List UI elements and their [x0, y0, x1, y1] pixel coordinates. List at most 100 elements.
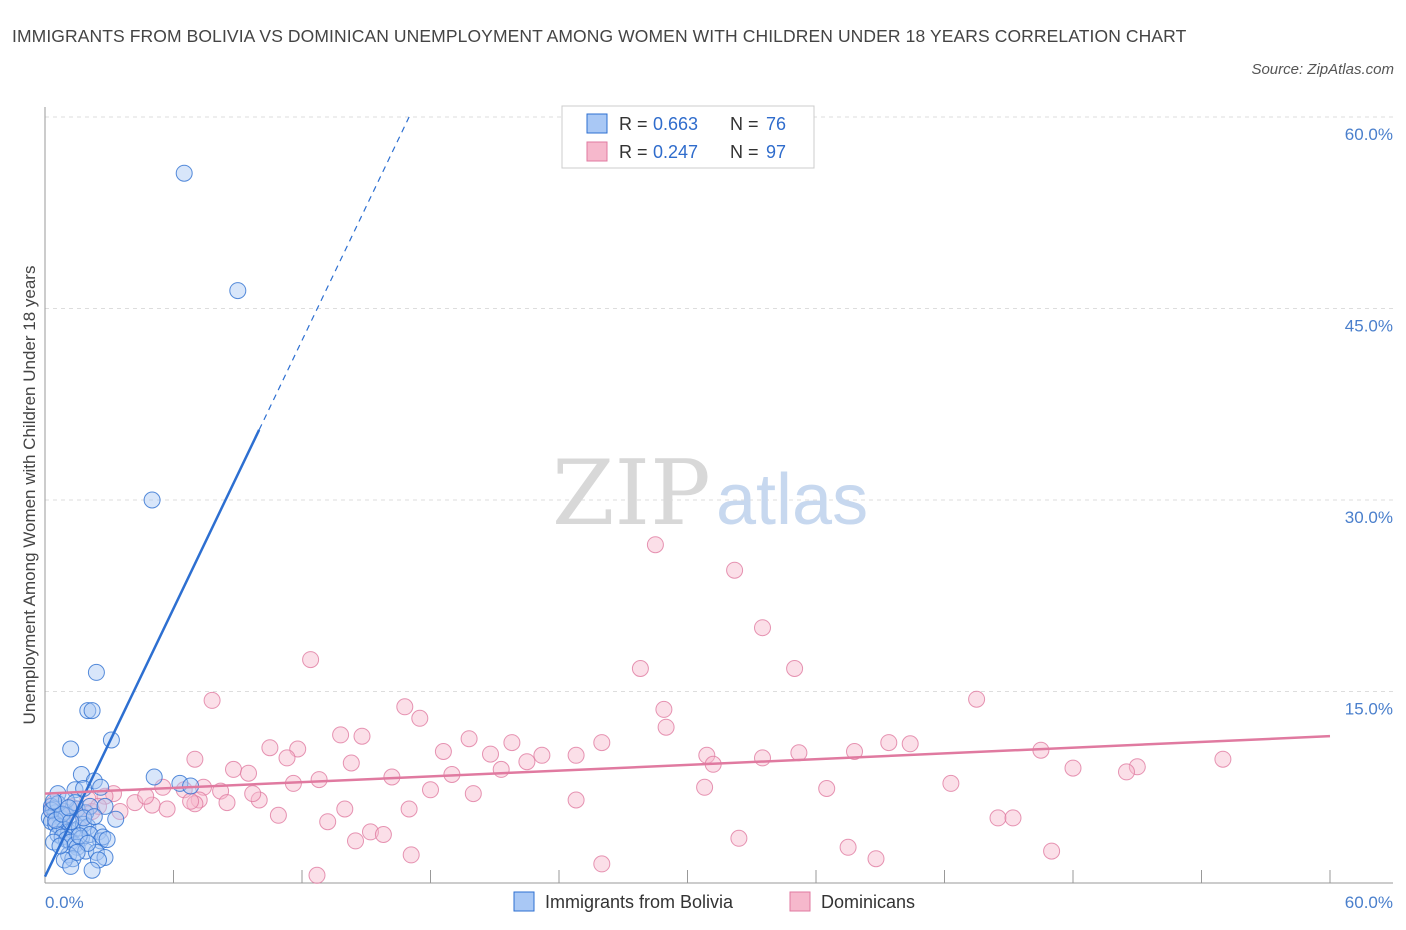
dominican-point: [631, 660, 649, 677]
legend-swatch-bolivia: [586, 113, 608, 134]
bolivia-point: [60, 799, 78, 817]
x-tick-label-min: 0.0%: [45, 893, 84, 912]
dominican-point: [302, 651, 320, 669]
dominican-point: [1214, 750, 1232, 768]
dominican-points: [42, 536, 1232, 884]
dominican-point: [464, 785, 482, 803]
legend-r-label-bolivia: R =: [619, 114, 653, 134]
bolivia-point: [175, 164, 193, 182]
chart-title: IMMIGRANTS FROM BOLIVIA VS DOMINICAN UNE…: [12, 26, 1187, 46]
dominican-point: [158, 800, 176, 818]
y-tick-label: 15.0%: [1345, 700, 1393, 719]
dominican-point: [901, 735, 919, 753]
legend-r-value-dominican: 0.247: [653, 142, 698, 162]
bolivia-point: [79, 702, 97, 720]
legend-r-value-bolivia: 0.663: [653, 114, 698, 134]
dominican-point: [374, 826, 392, 843]
watermark-atlas: atlas: [716, 460, 868, 540]
dominican-point: [786, 660, 804, 677]
axes: [44, 107, 1393, 884]
bottom-legend-swatch-dominican: [789, 891, 811, 912]
dominican-point: [503, 734, 521, 752]
dominican-point: [250, 791, 268, 809]
source-credit: Source: ZipAtlas.com: [1251, 61, 1394, 78]
bolivia-point: [68, 843, 86, 861]
dominican-point: [261, 739, 279, 757]
dominican-point: [240, 764, 257, 782]
bolivia-point: [85, 808, 103, 826]
dominican-point: [567, 746, 585, 764]
dominican-point: [319, 813, 337, 831]
bolivia-trend-line: [43, 429, 261, 878]
bolivia-point: [96, 849, 114, 866]
dominican-point: [646, 536, 664, 554]
dominican-point: [336, 800, 354, 818]
legend-swatch-dominican: [586, 141, 608, 162]
bolivia-point: [107, 810, 125, 828]
dominican-point: [308, 866, 326, 884]
bolivia-point: [92, 778, 110, 796]
correlation-legend: R = 0.663 N = 76 R = 0.247 N = 97: [561, 105, 815, 169]
dominican-point: [989, 809, 1007, 827]
bolivia-point: [145, 768, 163, 786]
dominican-point: [347, 832, 364, 850]
dominican-point: [396, 698, 414, 716]
bolivia-point: [62, 857, 80, 875]
dominican-point: [460, 730, 478, 748]
dominican-point: [790, 744, 808, 762]
dominican-point: [310, 771, 328, 789]
dominican-point: [1118, 763, 1135, 781]
bolivia-point: [47, 811, 65, 829]
bolivia-point: [45, 792, 63, 810]
y-axis-title: Unemployment Among Women with Children U…: [20, 266, 39, 725]
y-tick-label: 30.0%: [1345, 508, 1393, 527]
dominican-point: [655, 700, 673, 718]
dominican-point: [754, 749, 771, 767]
dominican-point: [492, 760, 510, 778]
y-tick-label: 60.0%: [1345, 125, 1393, 144]
dominican-point: [567, 791, 585, 809]
dominican-point: [402, 846, 420, 864]
tick-labels: 15.0% 30.0% 45.0% 60.0% 0.0% 60.0%: [45, 125, 1393, 912]
legend-n-value-dominican: 97: [766, 142, 786, 162]
dominican-point: [696, 778, 714, 796]
dominican-point: [126, 794, 144, 812]
dominican-point: [278, 749, 296, 767]
dominican-point: [353, 727, 371, 745]
dominican-point: [593, 855, 611, 873]
dominican-point: [533, 746, 551, 764]
legend-r-label-dominican: R =: [619, 142, 653, 162]
dominican-point: [754, 619, 771, 637]
bolivia-point: [62, 740, 80, 758]
dominican-point: [730, 829, 748, 847]
dominican-point: [186, 750, 204, 768]
dominican-point: [1043, 842, 1061, 860]
bolivia-point: [75, 809, 93, 827]
dominican-point: [269, 806, 287, 824]
dominican-trend-line: [44, 734, 1331, 795]
bottom-legend-label-dominican: Dominicans: [821, 892, 915, 912]
dominican-point: [434, 743, 452, 760]
dominican-point: [1064, 759, 1082, 777]
bolivia-point: [96, 797, 114, 815]
dominican-point: [593, 734, 611, 752]
bolivia-point: [87, 663, 105, 681]
legend-n-label-bolivia: N =: [730, 114, 764, 134]
dominican-point: [1004, 809, 1022, 827]
bolivia-point: [55, 851, 73, 869]
dominican-point: [332, 726, 350, 744]
bolivia-point: [98, 831, 116, 849]
bolivia-points: [40, 164, 247, 879]
dominican-point: [846, 743, 863, 760]
bottom-legend-swatch-bolivia: [513, 891, 535, 912]
dominican-point: [411, 709, 429, 727]
trend-lines: [43, 116, 1331, 878]
bolivia-trend-extension: [258, 116, 410, 431]
dominican-point: [867, 850, 885, 868]
dominican-point: [726, 561, 744, 579]
series-legend: Immigrants from Bolivia Dominicans: [513, 891, 915, 912]
dominican-point: [400, 800, 418, 818]
dominican-point: [880, 734, 898, 752]
dominican-point: [839, 838, 857, 856]
